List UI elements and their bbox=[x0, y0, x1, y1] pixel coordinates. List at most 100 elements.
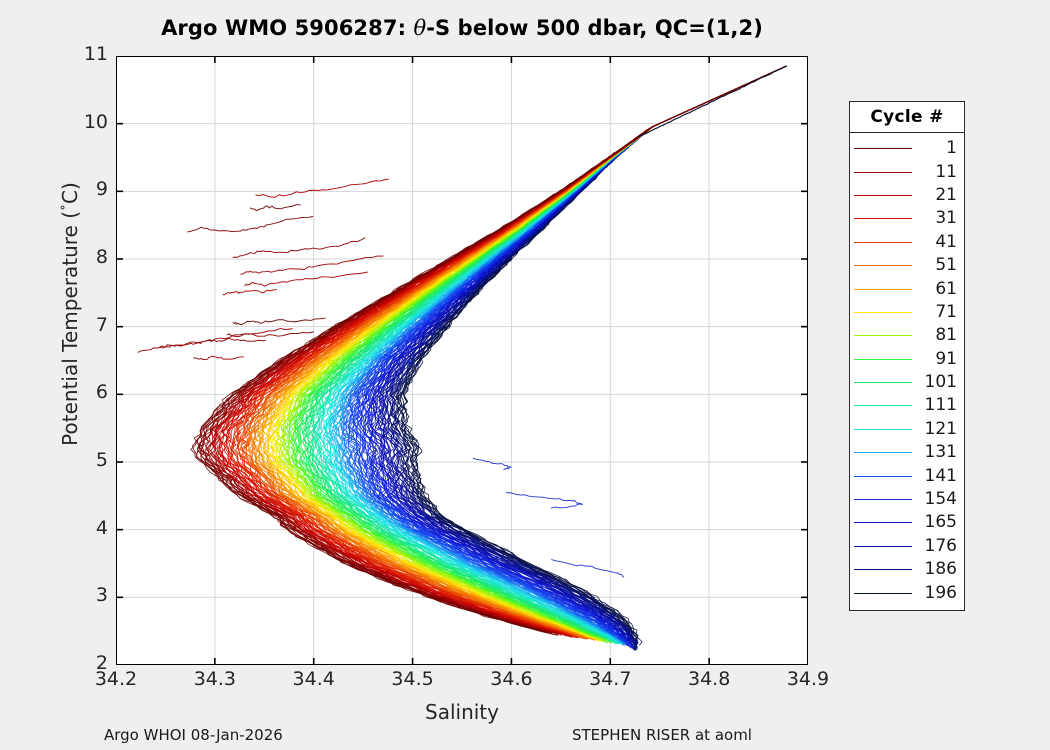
profile-curve bbox=[226, 331, 314, 337]
legend-color-swatch bbox=[854, 522, 912, 524]
legend-color-swatch bbox=[854, 428, 912, 430]
profile-curve bbox=[195, 65, 787, 635]
y-tick-label: 8 bbox=[95, 246, 108, 268]
profile-curve bbox=[551, 559, 625, 578]
legend-item-label: 1 bbox=[946, 138, 957, 159]
y-tick-label: 5 bbox=[95, 449, 108, 471]
legend-item[interactable]: 61 bbox=[850, 277, 964, 300]
legend-item[interactable]: 91 bbox=[850, 348, 964, 371]
profile-curve bbox=[232, 237, 366, 259]
legend-color-swatch bbox=[854, 148, 912, 150]
legend-item-label: 165 bbox=[924, 512, 957, 533]
profile-curve bbox=[201, 65, 787, 632]
legend-color-swatch bbox=[854, 452, 912, 454]
profile-curve bbox=[637, 65, 787, 138]
profile-curve bbox=[505, 492, 583, 509]
legend-item[interactable]: 51 bbox=[850, 254, 964, 277]
legend-item[interactable]: 21 bbox=[850, 184, 964, 207]
legend: Cycle # 1 11 21 31 41 51 61 71 81 91 101 111 121 131 1… bbox=[849, 101, 965, 611]
legend-item[interactable]: 121 bbox=[850, 418, 964, 441]
legend-color-swatch bbox=[854, 499, 912, 501]
legend-item-label: 11 bbox=[935, 161, 957, 182]
legend-item[interactable]: 141 bbox=[850, 464, 964, 487]
legend-item[interactable]: 71 bbox=[850, 301, 964, 324]
y-tick-label: 9 bbox=[95, 178, 108, 201]
profile-curve bbox=[206, 65, 787, 633]
legend-item[interactable]: 196 bbox=[850, 581, 964, 604]
legend-item-label: 21 bbox=[935, 184, 957, 205]
legend-item-label: 101 bbox=[924, 372, 957, 393]
legend-item-label: 176 bbox=[924, 535, 957, 556]
legend-color-swatch bbox=[854, 265, 912, 267]
page-title: Argo WMO 5906287: θ-S below 500 dbar, QC… bbox=[116, 16, 808, 40]
tick-marks bbox=[116, 56, 808, 665]
x-tick-label: 34.8 bbox=[687, 668, 731, 690]
legend-item-label: 71 bbox=[935, 301, 957, 322]
legend-item[interactable]: 165 bbox=[850, 511, 964, 534]
legend-item-label: 61 bbox=[935, 278, 957, 299]
legend-color-swatch bbox=[854, 171, 912, 173]
legend-item[interactable]: 1 bbox=[850, 137, 964, 160]
profile-curve bbox=[196, 65, 787, 630]
legend-item-label: 41 bbox=[935, 231, 957, 252]
legend-item-label: 196 bbox=[924, 582, 957, 603]
profile-curve bbox=[244, 271, 368, 287]
legend-color-swatch bbox=[854, 241, 912, 243]
x-tick-label: 34.4 bbox=[292, 668, 335, 690]
profile-curve bbox=[225, 65, 787, 638]
y-axis-ticks: 2 3 4 5 6 7 8 9 10 11 bbox=[60, 43, 108, 674]
legend-color-swatch bbox=[854, 569, 912, 571]
profile-curve bbox=[222, 289, 277, 296]
legend-item[interactable]: 41 bbox=[850, 231, 964, 254]
profile-curve bbox=[159, 327, 293, 348]
title-prefix: Argo WMO 5906287: bbox=[161, 16, 414, 40]
legend-item-label: 131 bbox=[924, 442, 957, 463]
y-tick-label: 7 bbox=[95, 313, 108, 336]
legend-item[interactable]: 111 bbox=[850, 394, 964, 417]
y-axis-label: Potential Temperature (˚C) bbox=[58, 182, 82, 446]
y-tick-label: 2 bbox=[95, 652, 108, 674]
legend-color-swatch bbox=[854, 194, 912, 196]
legend-item[interactable]: 176 bbox=[850, 535, 964, 558]
legend-item-label: 91 bbox=[935, 348, 957, 369]
y-tick-label: 6 bbox=[95, 381, 108, 404]
legend-item-label: 141 bbox=[924, 465, 957, 486]
footer-right: STEPHEN RISER at aoml bbox=[572, 726, 752, 744]
legend-color-swatch bbox=[854, 592, 912, 594]
profile-curve bbox=[331, 65, 787, 643]
legend-item[interactable]: 186 bbox=[850, 558, 964, 581]
x-axis-label: Salinity bbox=[425, 700, 499, 724]
legend-item[interactable]: 81 bbox=[850, 324, 964, 347]
legend-item-label: 154 bbox=[924, 489, 957, 510]
legend-item-label: 121 bbox=[924, 418, 957, 439]
x-tick-label: 34.9 bbox=[786, 668, 830, 690]
x-tick-label: 34.2 bbox=[94, 668, 138, 690]
legend-title: Cycle # bbox=[850, 102, 964, 133]
y-tick-label: 3 bbox=[95, 584, 108, 607]
title-suffix: -S below 500 dbar, QC=(1,2) bbox=[426, 16, 763, 40]
legend-item[interactable]: 131 bbox=[850, 441, 964, 464]
legend-color-swatch bbox=[854, 288, 912, 290]
y-tick-label: 4 bbox=[95, 516, 108, 539]
profile-curve bbox=[187, 216, 314, 233]
profile-curve bbox=[255, 178, 389, 198]
legend-item-label: 111 bbox=[924, 395, 957, 416]
y-tick-label: 10 bbox=[83, 110, 108, 133]
x-tick-label: 34.6 bbox=[490, 668, 533, 690]
footer-left: Argo WHOI 08-Jan-2026 bbox=[104, 726, 283, 744]
theta-symbol: θ bbox=[413, 16, 427, 40]
y-tick-label: 11 bbox=[83, 43, 108, 65]
profile-curve bbox=[249, 204, 301, 212]
x-tick-label: 34.5 bbox=[391, 668, 434, 690]
theta-s-plot-canvas bbox=[116, 56, 808, 665]
profile-curve bbox=[232, 317, 326, 326]
legend-item[interactable]: 101 bbox=[850, 371, 964, 394]
legend-item[interactable]: 31 bbox=[850, 207, 964, 230]
legend-entries: 1 11 21 31 41 51 61 71 81 91 101 111 121 131 141 154 165… bbox=[850, 133, 964, 610]
legend-color-swatch bbox=[854, 382, 912, 384]
legend-color-swatch bbox=[854, 335, 912, 337]
legend-item[interactable]: 11 bbox=[850, 160, 964, 183]
grid-lines bbox=[116, 56, 808, 665]
legend-item[interactable]: 154 bbox=[850, 488, 964, 511]
profile-curve bbox=[377, 65, 787, 644]
